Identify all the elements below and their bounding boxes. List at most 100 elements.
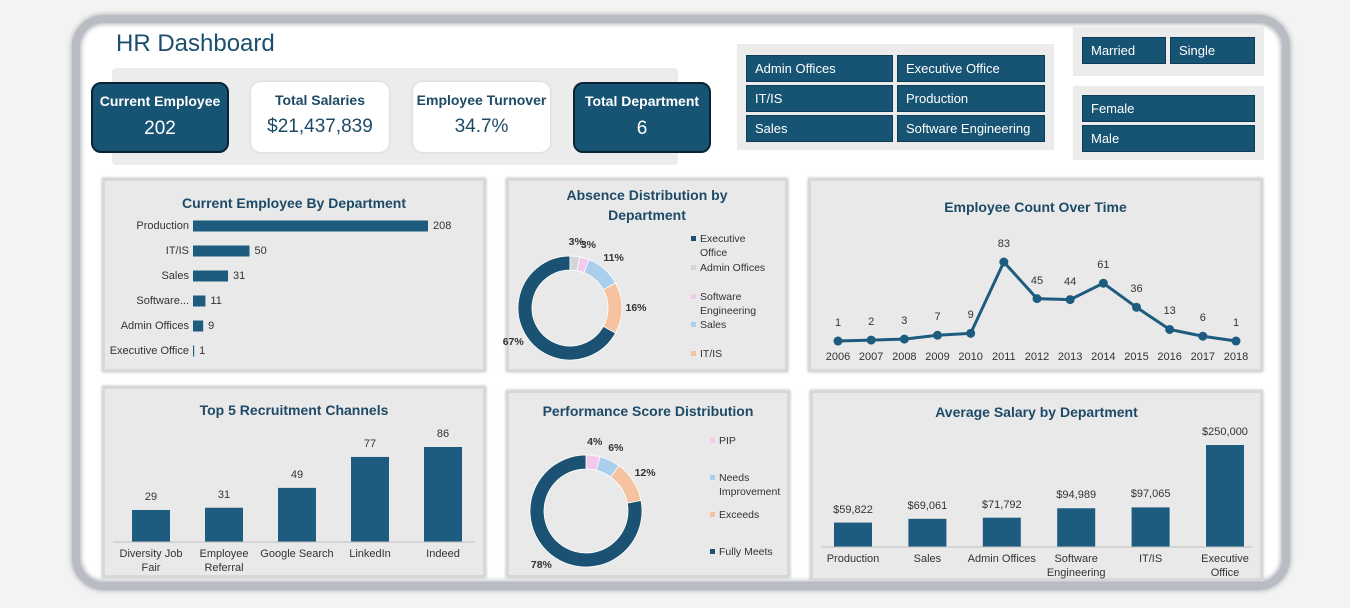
y-tick-label: IT/IS <box>165 245 189 257</box>
legend-swatch <box>691 322 696 327</box>
x-tick-label: 2017 <box>1190 351 1216 363</box>
legend-label: IT/IS <box>700 348 723 360</box>
x-tick-label: 2006 <box>825 351 851 363</box>
x-tick-label: 2012 <box>1024 351 1050 363</box>
data-label: 67% <box>502 335 524 348</box>
bar <box>132 509 170 542</box>
x-tick-label: 2016 <box>1157 351 1182 363</box>
data-label: 44 <box>1064 275 1077 288</box>
slicer-button[interactable]: Male <box>1082 125 1255 152</box>
data-label: 61 <box>1097 259 1110 272</box>
y-tick-label: Production <box>136 220 189 232</box>
point <box>933 330 942 340</box>
data-label: 9 <box>967 309 974 322</box>
bar <box>424 447 462 542</box>
bar <box>1206 445 1244 547</box>
bar <box>1057 508 1096 547</box>
legend-swatch <box>691 351 696 356</box>
legend-label: Software Engineering <box>700 291 757 317</box>
bar <box>193 295 206 307</box>
data-label: $69,061 <box>907 499 948 512</box>
chart-title: Average Salary by Department <box>935 404 1138 420</box>
kpi-value: 6 <box>636 118 648 139</box>
slicer-button[interactable]: Software Engineering <box>897 115 1045 142</box>
x-tick-label: Production <box>826 553 880 565</box>
y-tick-label: Software... <box>136 295 189 307</box>
data-label: 2 <box>868 316 875 329</box>
x-tick-label: 2013 <box>1057 351 1083 363</box>
data-label: $250,000 <box>1202 426 1248 438</box>
chart-plot <box>517 236 696 361</box>
slicer-button[interactable]: Married <box>1082 37 1166 64</box>
chart-panel: Average Salary by Department $59,822 Produ… <box>810 390 1263 581</box>
kpi-value: 202 <box>144 118 176 139</box>
data-label: 9 <box>208 320 215 332</box>
x-tick-label: 2007 <box>858 351 884 363</box>
chart-plot <box>833 257 1241 346</box>
x-tick-label: Executive Office <box>1201 553 1249 579</box>
data-label: $97,065 <box>1130 488 1171 501</box>
kpi-label: Total Salaries <box>274 92 365 108</box>
bar <box>193 270 229 282</box>
slicer-button[interactable]: Executive Office <box>897 55 1045 82</box>
legend-label: Fully Meets <box>719 546 773 558</box>
data-label: 50 <box>254 245 267 257</box>
bar <box>193 220 428 232</box>
bar <box>351 456 389 542</box>
data-label: 7 <box>934 311 941 324</box>
bar <box>193 345 195 357</box>
kpi-label: Employee Turnover <box>416 92 547 108</box>
legend-label: Executive Office <box>700 233 746 259</box>
donut-slice <box>529 454 643 568</box>
point <box>833 336 843 346</box>
x-tick-label: 2011 <box>992 351 1016 363</box>
data-label: 78% <box>530 558 552 571</box>
data-label: 11 <box>210 295 222 307</box>
chart-panel: Top 5 Recruitment Channels 29 Diversity Jo… <box>102 386 486 578</box>
x-tick-label: 2008 <box>892 351 917 363</box>
kpi-card: Employee Turnover 34.7% <box>413 82 550 152</box>
bar <box>908 518 947 547</box>
data-label: 31 <box>217 488 231 501</box>
data-label: 1 <box>834 317 842 330</box>
chart-plot <box>821 445 1252 548</box>
slicer-button[interactable]: Single <box>1170 37 1255 64</box>
bar <box>982 517 1021 547</box>
x-tick-label: 2009 <box>925 351 950 363</box>
point <box>999 257 1009 267</box>
point <box>1165 324 1175 334</box>
point <box>1132 302 1141 312</box>
kpi-card: Current Employee 202 <box>91 82 229 153</box>
kpi-value: 34.7% <box>454 116 509 137</box>
data-label: 16% <box>625 302 647 314</box>
chart-plot <box>529 438 715 568</box>
slicer-button[interactable]: IT/IS <box>746 85 893 112</box>
data-label: $94,989 <box>1056 489 1097 502</box>
chart-panel: Performance Score Distribution 4% PIP 6% Nee… <box>506 390 790 578</box>
x-tick-label: Google Search <box>260 548 334 560</box>
bar <box>193 245 250 257</box>
slicer-button[interactable]: Sales <box>746 115 893 142</box>
data-label: 83 <box>997 238 1010 250</box>
legend-label: Admin Offices <box>700 262 766 274</box>
x-tick-label: 2014 <box>1091 351 1116 363</box>
slicer-button[interactable]: Female <box>1082 95 1255 122</box>
x-tick-label: 2010 <box>958 351 983 363</box>
point <box>1198 331 1208 341</box>
bar <box>193 320 204 332</box>
chart-panel: Current Employee By Department Production… <box>102 178 486 372</box>
slicer-button[interactable]: Admin Offices <box>746 55 893 82</box>
bar <box>834 522 872 547</box>
data-label: 4% <box>587 435 603 448</box>
legend-label: PIP <box>719 435 736 447</box>
data-label: 3% <box>580 238 596 251</box>
data-label: 12% <box>634 467 656 480</box>
data-label: 77 <box>363 437 377 450</box>
chart-title: Current Employee By Department <box>181 195 407 211</box>
x-tick-label: 2018 <box>1223 351 1249 363</box>
chart-title: Absence Distribution by Department <box>566 187 728 223</box>
kpi-label: Current Employee <box>99 93 221 109</box>
bar <box>278 487 316 542</box>
slicer-button[interactable]: Production <box>897 85 1045 112</box>
point <box>866 335 876 345</box>
